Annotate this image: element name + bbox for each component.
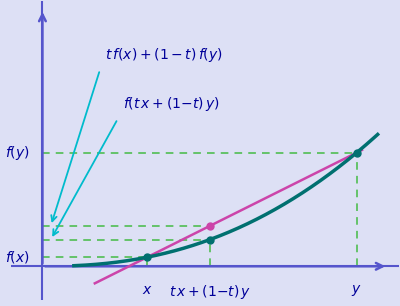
Text: $t\,f(x) + (1-t)\,f(y)$: $t\,f(x) + (1-t)\,f(y)$ [105,46,223,64]
Text: $f(x)$: $f(x)$ [5,249,30,265]
Text: $f(y)$: $f(y)$ [5,144,30,162]
Text: $x$: $x$ [142,283,152,297]
Text: $f(t\,x + (1{-}t)\,y)$: $f(t\,x + (1{-}t)\,y)$ [123,95,220,113]
Text: $y$: $y$ [351,283,362,298]
Text: $t\,x + (1{-}t)\,y$: $t\,x + (1{-}t)\,y$ [169,283,251,301]
